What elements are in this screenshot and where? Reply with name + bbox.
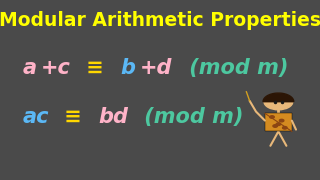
Circle shape: [264, 94, 293, 110]
Circle shape: [279, 119, 284, 122]
Text: ac: ac: [22, 107, 49, 127]
Circle shape: [273, 125, 277, 127]
Polygon shape: [263, 93, 294, 102]
Circle shape: [283, 127, 287, 129]
FancyBboxPatch shape: [265, 113, 292, 131]
Text: Modular Arithmetic Properties: Modular Arithmetic Properties: [0, 11, 320, 30]
Text: b: b: [120, 58, 135, 78]
Text: ≡: ≡: [57, 107, 89, 127]
Text: ≡: ≡: [79, 58, 111, 78]
Text: (mod m): (mod m): [182, 58, 288, 78]
Text: +c: +c: [41, 58, 70, 78]
Circle shape: [270, 116, 274, 118]
Circle shape: [276, 123, 281, 125]
Text: (mod m): (mod m): [137, 107, 243, 127]
Text: bd: bd: [98, 107, 128, 127]
Text: +d: +d: [140, 58, 172, 78]
Text: a: a: [22, 58, 36, 78]
